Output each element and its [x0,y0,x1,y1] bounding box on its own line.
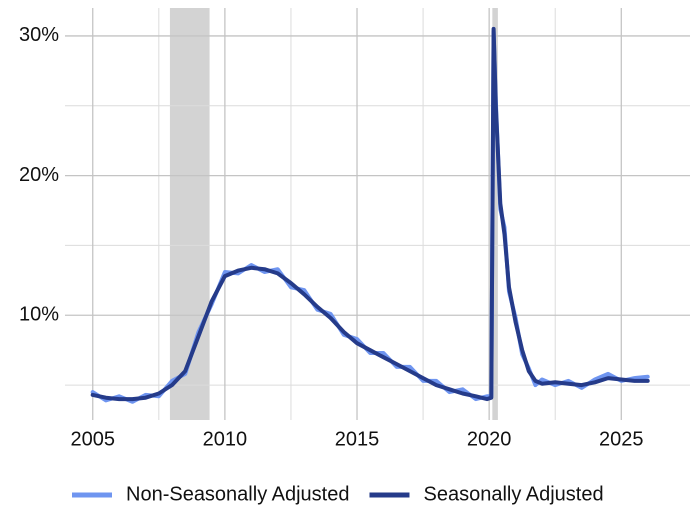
recession-band [492,8,498,420]
x-tick-label: 2020 [467,428,512,450]
recession-band [169,8,210,420]
x-tick-label: 2025 [599,428,644,450]
x-tick-label: 2015 [335,428,380,450]
series-line [90,26,650,402]
legend-label: Seasonally Adjusted [423,483,603,505]
x-tick-label: 2010 [203,428,248,450]
y-tick-label: 20% [19,164,59,186]
y-tick-label: 30% [19,24,59,46]
x-tick-label: 2005 [70,428,115,450]
legend-label: Non-Seasonally Adjusted [126,483,349,505]
y-tick-label: 10% [19,304,59,326]
